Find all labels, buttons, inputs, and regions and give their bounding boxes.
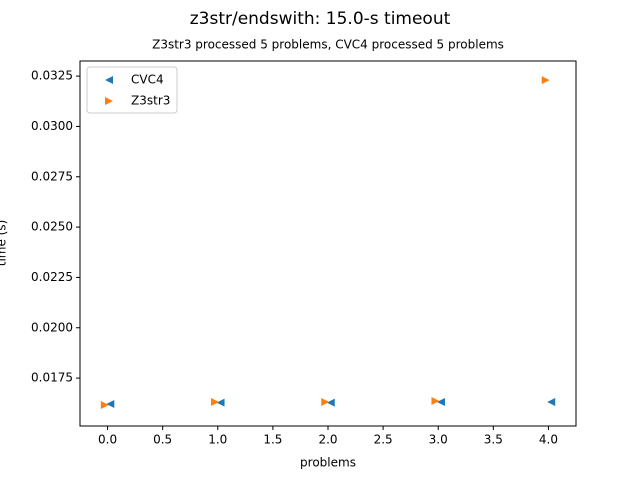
y-tick-label: 0.0250 [31,220,73,234]
y-tick-label: 0.0300 [31,119,73,133]
legend-marker [105,76,113,84]
chart-subtitle: Z3str3 processed 5 problems, CVC4 proces… [152,38,504,52]
y-tick-label: 0.0175 [31,371,73,385]
point [100,401,109,410]
plot-frame [79,60,577,427]
x-tick-label: 0.0 [98,433,117,447]
y-axis-label: time (s) [0,220,9,267]
x-tick-label: 2.0 [318,433,337,447]
x-tick-label: 3.5 [484,433,503,447]
y-tick-label: 0.0275 [31,169,73,183]
x-tick-label: 1.0 [208,433,227,447]
point [216,398,225,407]
x-tick-label: 1.5 [263,433,282,447]
y-tick-label: 0.0225 [31,270,73,284]
point [321,398,330,407]
x-tick-label: 3.0 [429,433,448,447]
legend-marker [105,97,113,105]
y-tick-label: 0.0200 [31,320,73,334]
x-tick-label: 4.0 [539,433,558,447]
chart-title: z3str/endswith: 15.0-s timeout [190,9,451,29]
point [106,400,115,409]
point [541,76,550,85]
point [431,397,440,406]
x-tick-label: 0.5 [153,433,172,447]
y-tick-label: 0.0325 [31,69,73,83]
legend-label: Z3str3 [131,94,170,108]
legend-label: CVC4 [131,73,164,87]
point [211,398,220,407]
x-tick-label: 2.5 [374,433,393,447]
point [436,398,445,407]
point [326,398,335,407]
point [547,398,556,407]
x-axis-label: problems [300,456,356,470]
